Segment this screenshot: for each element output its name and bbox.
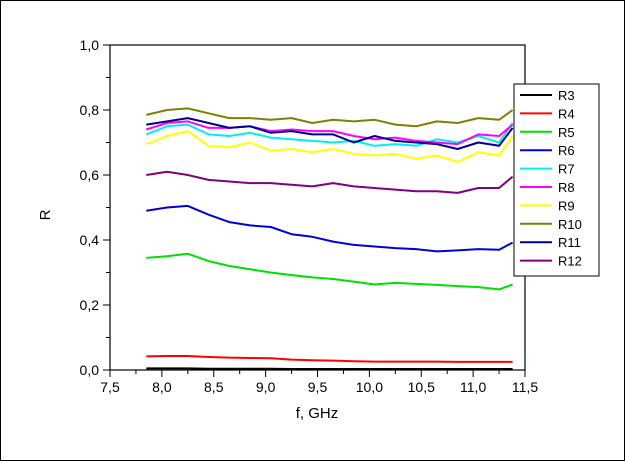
series-line-r7 [145,122,514,147]
series-line-r5 [146,252,513,291]
series-line-r12 [146,170,514,194]
series-line-r11 [146,117,514,150]
y-tick-label: 0,4 [80,232,100,248]
x-tick-label: 8,0 [152,379,172,395]
y-tick-label: 1,0 [80,37,100,53]
legend-label: R5 [558,125,575,140]
series-line-r10 [146,107,514,128]
x-axis-ticks: 7,5 8,0 8,5 9,0 9,5 10,0 10,5 11,0 11,5 [100,370,538,395]
x-tick-label: 10,0 [356,379,383,395]
legend-label: R9 [558,198,575,213]
series-line-r8 [146,120,514,146]
legend-box [513,83,600,277]
legend-label: R3 [558,88,575,103]
y-tick-label: 0,0 [80,362,100,378]
legend-label: R11 [558,235,581,250]
series-line-r3 [146,367,513,370]
x-tick-label: 11,0 [460,379,486,395]
series-group [145,107,514,370]
y-axis-label: R [37,209,54,220]
series-line-r6 [146,204,514,253]
x-tick-label: 9,0 [256,379,276,395]
x-tick-label: 11,5 [512,379,538,395]
series-line-r4 [146,355,513,363]
x-axis-label: f, GHz [296,405,339,422]
x-tick-label: 9,5 [308,379,328,395]
y-tick-label: 0,8 [80,102,100,118]
legend-label: R6 [558,143,575,158]
legend-label: R12 [558,254,582,269]
legend: R3 R4 R5 R6 R7 R8 R9 R10 R11 R12 [513,83,600,277]
legend-label: R10 [558,217,582,232]
legend-label: R7 [558,162,575,177]
legend-label: R8 [558,180,575,195]
y-tick-label: 0,2 [80,297,100,313]
y-tick-label: 0,6 [80,167,100,183]
y-axis-ticks: 0,0 0,2 0,4 0,6 0,8 1,0 [80,37,110,378]
x-tick-label: 7,5 [100,379,120,395]
x-tick-label: 8,5 [204,379,224,395]
x-tick-label: 10,5 [408,379,435,395]
series-line-r9 [145,130,514,163]
legend-label: R4 [558,106,575,121]
